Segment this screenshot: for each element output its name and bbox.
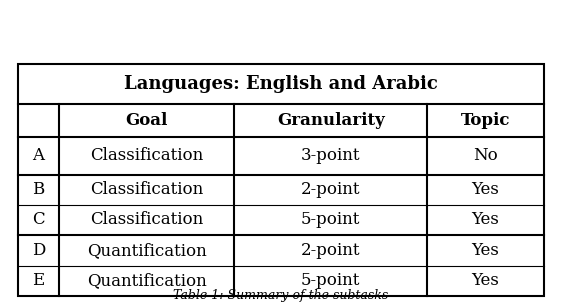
Text: 5-point: 5-point	[301, 211, 360, 229]
Text: 2-point: 2-point	[301, 181, 360, 199]
Text: Table 1: Summary of the subtasks: Table 1: Summary of the subtasks	[173, 289, 389, 302]
Text: 3-point: 3-point	[301, 147, 360, 165]
Text: Quantification: Quantification	[87, 272, 206, 289]
Bar	[18, 64, 544, 296]
Text: A: A	[33, 147, 44, 165]
Text: Granularity: Granularity	[277, 112, 384, 129]
Text: Quantification: Quantification	[87, 242, 206, 259]
Text: 5-point: 5-point	[301, 272, 360, 289]
Text: Classification: Classification	[90, 211, 203, 229]
Text: E: E	[33, 272, 44, 289]
Text: Yes: Yes	[472, 272, 500, 289]
Text: No: No	[473, 147, 498, 165]
Text: Classification: Classification	[90, 181, 203, 199]
Text: 2-point: 2-point	[301, 242, 360, 259]
Text: Topic: Topic	[461, 112, 510, 129]
Text: C: C	[32, 211, 45, 229]
Text: Goal: Goal	[125, 112, 168, 129]
Text: Yes: Yes	[472, 181, 500, 199]
Text: Classification: Classification	[90, 147, 203, 165]
Text: Yes: Yes	[472, 211, 500, 229]
Text: Yes: Yes	[472, 242, 500, 259]
Text: Languages: English and Arabic: Languages: English and Arabic	[124, 75, 438, 93]
Text: B: B	[33, 181, 44, 199]
Text: D: D	[32, 242, 45, 259]
